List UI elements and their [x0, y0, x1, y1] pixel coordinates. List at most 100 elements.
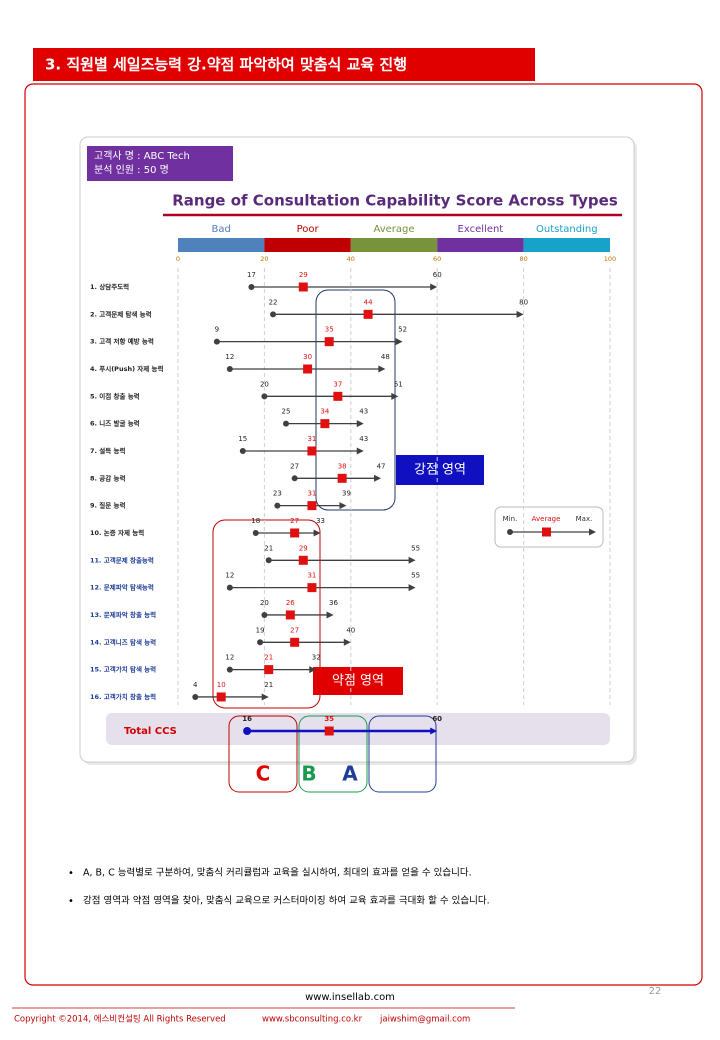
min-marker [239, 447, 246, 454]
max-marker [343, 638, 351, 646]
average-label: 35 [324, 715, 334, 723]
weakness-label-bg [313, 667, 403, 695]
info-box [87, 146, 233, 181]
average-label: 34 [320, 408, 329, 416]
max-label: 47 [377, 462, 386, 470]
min-label: 12 [225, 654, 234, 662]
info-staff: 분석 인원 : 50 명 [94, 164, 169, 176]
x-tick-label: 20 [260, 255, 268, 263]
min-marker [213, 338, 220, 345]
max-marker [408, 584, 416, 592]
max-marker [261, 693, 269, 701]
category-label: 1. 상담주도력 [90, 282, 129, 291]
max-marker [309, 666, 317, 674]
min-label: 9 [215, 326, 219, 334]
average-marker [264, 665, 274, 675]
band [350, 238, 438, 252]
min-marker [243, 727, 252, 735]
average-label: 29 [299, 544, 308, 552]
category-label: 7. 설득 능력 [90, 446, 125, 455]
average-marker [303, 364, 313, 374]
max-label: 36 [329, 599, 338, 607]
band-label: Excellent [458, 224, 504, 235]
min-label: 20 [260, 599, 269, 607]
max-label: 55 [411, 544, 420, 552]
group-a-box [368, 715, 437, 793]
category-label: 2. 고객문제 탐색 능력 [90, 309, 152, 318]
legend-label: Min. [503, 515, 518, 523]
average-label: 30 [303, 353, 312, 361]
max-marker [374, 474, 382, 482]
footer-email: jaiwshim@gmail.com [379, 1015, 470, 1025]
band-label: Bad [212, 224, 231, 235]
average-label: 10 [217, 681, 226, 689]
max-label: 48 [381, 353, 390, 361]
max-marker [313, 529, 321, 537]
group-b-box [298, 715, 368, 793]
average-marker [298, 282, 308, 292]
min-marker [257, 639, 264, 646]
band-label: Poor [297, 224, 320, 235]
max-label: 43 [359, 435, 368, 443]
min-label: 18 [251, 517, 260, 525]
x-tick-label: 80 [519, 255, 527, 263]
average-marker [337, 473, 347, 483]
band-label: Average [373, 224, 414, 235]
average-marker [285, 610, 295, 620]
min-label: 19 [256, 626, 265, 634]
max-label: 55 [411, 572, 420, 580]
min-marker [252, 529, 259, 536]
category-label: 14. 고객니즈 탐색 능력 [90, 637, 156, 646]
min-marker [274, 502, 281, 509]
min-marker [291, 475, 298, 482]
average-label: 31 [307, 572, 316, 580]
average-label: 27 [290, 517, 299, 525]
category-label: 6. 니즈 발굴 능력 [90, 419, 140, 428]
average-label: 26 [286, 599, 295, 607]
max-marker [326, 611, 334, 619]
average-marker [333, 391, 343, 401]
category-label: 16. 고객가치 창출 능력 [90, 692, 156, 701]
category-label: 13. 문제파악 창출 능력 [90, 610, 156, 619]
max-label: 52 [398, 326, 407, 334]
min-marker [226, 666, 233, 673]
page-number: 22 [649, 986, 662, 997]
average-label: 44 [364, 298, 373, 306]
average-marker [324, 337, 334, 347]
legend-box [494, 506, 604, 548]
bullet: 강점 영역과 약점 영역을 찾아, 맞춤식 교육으로 커스터마이징 하여 교육 … [83, 895, 490, 907]
min-marker [261, 393, 268, 400]
min-label: 22 [269, 298, 278, 306]
average-label: 38 [338, 462, 347, 470]
band [264, 238, 351, 252]
bullet-dot: • [68, 868, 74, 879]
average-marker [216, 692, 226, 702]
info-customer: 고객사 명 : ABC Tech [94, 150, 190, 162]
min-marker [192, 693, 199, 700]
max-label: 43 [359, 408, 368, 416]
max-marker [339, 502, 347, 510]
band-label: Outstanding [536, 224, 598, 235]
category-label: 5. 이점 창출 능력 [90, 391, 140, 400]
weakness-box [212, 519, 321, 709]
min-label: 23 [273, 490, 282, 498]
average-marker [290, 528, 300, 538]
category-label: 15. 고객가치 탐색 능력 [90, 665, 156, 674]
category-label: 4. 푸시(Push) 자제 능력 [90, 364, 164, 373]
max-label: 39 [342, 490, 351, 498]
footer-site: www.insellab.com [305, 992, 395, 1003]
band [437, 238, 524, 252]
max-label: 21 [264, 681, 273, 689]
min-marker [265, 557, 272, 564]
x-tick-label: 100 [604, 255, 616, 263]
legend-average [542, 527, 551, 537]
min-marker [226, 584, 233, 591]
category-label: 12. 문제파악 탐색능력 [90, 583, 154, 592]
max-label: 33 [316, 517, 325, 525]
x-tick-label: 60 [433, 255, 441, 263]
max-marker [391, 392, 399, 400]
max-marker [430, 283, 438, 291]
min-label: 27 [290, 462, 299, 470]
group-letter: B [301, 762, 316, 786]
min-label: 25 [282, 408, 291, 416]
